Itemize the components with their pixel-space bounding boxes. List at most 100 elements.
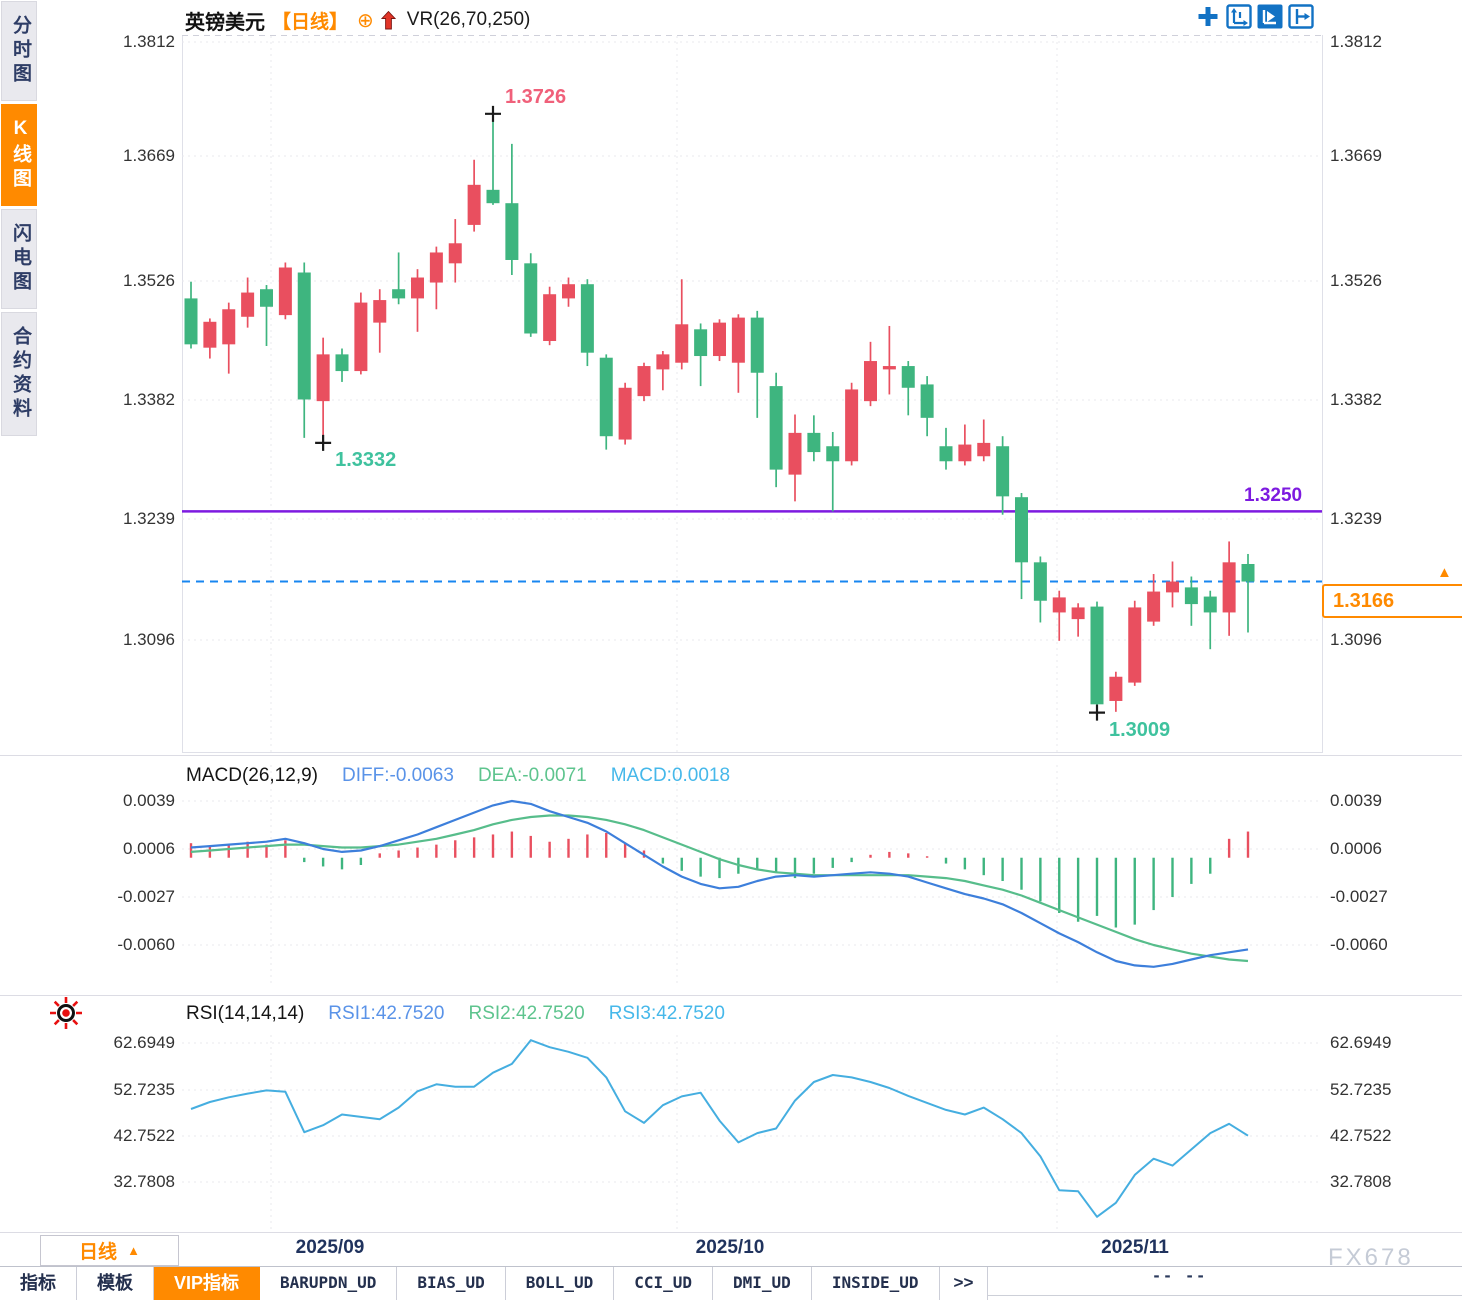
candle-body: [675, 324, 689, 363]
pan-cross-icon[interactable]: [1195, 4, 1221, 29]
extreme-price-label: 1.3332: [335, 448, 397, 471]
date-axis-label: 2025/10: [695, 1237, 765, 1258]
candle-body: [1090, 606, 1104, 705]
candle-body: [882, 366, 896, 370]
candle-body: [467, 184, 481, 225]
candle-body: [599, 357, 613, 437]
candle-body: [864, 361, 877, 402]
panel-separator: [0, 755, 1462, 756]
candle-body: [429, 252, 443, 283]
candle-body: [977, 442, 991, 457]
candle-body: [1203, 596, 1217, 613]
candle-body: [241, 292, 255, 317]
extreme-cross-marker: [485, 105, 501, 122]
fx678-watermark: FX678: [1328, 1244, 1414, 1271]
candle-body: [297, 272, 311, 400]
price-axis-label-left: 1.3382: [123, 390, 175, 409]
candle-body: [580, 284, 594, 353]
candle-body: [543, 294, 557, 341]
extreme-cross-marker: [1089, 704, 1105, 721]
candle-body: [826, 446, 840, 462]
indicator-tab-模板[interactable]: 模板: [77, 1267, 154, 1300]
macd-axis-label-left: -0.0027: [117, 887, 175, 906]
candle-body: [656, 354, 670, 370]
candle-body: [769, 386, 783, 470]
candle-body: [807, 432, 821, 453]
rsi2-value: RSI2:42.7520: [468, 1003, 585, 1024]
macd-diff-value: DIFF:-0.0063: [342, 765, 454, 786]
candle-body: [713, 322, 726, 357]
axis-range-icon[interactable]: [1226, 4, 1252, 29]
price-axis-label-right: 1.3669: [1330, 146, 1382, 165]
sidebar-tab-合约资料[interactable]: 合约资料: [1, 312, 37, 436]
candle-body: [222, 309, 236, 345]
period-label: 日线: [79, 1242, 118, 1263]
extreme-price-label: 1.3009: [1109, 718, 1171, 741]
macd-dea-line: [190, 814, 1249, 963]
symbol-title: 英镑美元: [185, 11, 265, 34]
candle-body: [958, 444, 972, 462]
sidebar-tab-K线图[interactable]: K线图: [1, 104, 37, 206]
date-axis-label: 2025/11: [1101, 1237, 1169, 1258]
candle-body: [750, 317, 764, 373]
chart-toolbar: [1195, 4, 1314, 29]
extreme-price-label: 1.3726: [505, 85, 567, 108]
vr-indicator-label: VR(26,70,250): [406, 9, 531, 30]
indicator-tab-BOLL_UD[interactable]: BOLL_UD: [506, 1267, 615, 1300]
candle-body: [1109, 676, 1123, 701]
sidebar-tab-闪电图[interactable]: 闪电图: [1, 209, 37, 309]
indicator-tab-CCI_UD[interactable]: CCI_UD: [614, 1267, 714, 1300]
candle-body: [486, 189, 500, 204]
panel-separator: [0, 1232, 1462, 1233]
support-line-label: 1.3250: [1244, 485, 1303, 507]
candle-body: [335, 354, 349, 372]
more-tabs-button[interactable]: >>: [940, 1267, 989, 1300]
axis-play-icon[interactable]: [1257, 4, 1283, 29]
candle-body: [694, 329, 708, 357]
macd-axis-label-left: 0.0006: [123, 839, 175, 858]
vr-up-arrow-icon: [380, 10, 396, 29]
candle-body: [939, 446, 953, 462]
indicator-tab-BIAS_UD[interactable]: BIAS_UD: [397, 1267, 506, 1300]
rsi-axis-label-left: 32.7808: [113, 1172, 175, 1191]
rsi-header: RSI(14,14,14) RSI1:42.7520 RSI2:42.7520 …: [186, 1003, 725, 1025]
price-axis-label-left: 1.3096: [123, 630, 175, 649]
indicator-tab-VIP指标[interactable]: VIP指标: [154, 1267, 261, 1300]
candle-body: [448, 243, 462, 264]
indicator-tab-指标[interactable]: 指标: [0, 1267, 77, 1300]
candle-body: [1015, 497, 1028, 563]
candle-body: [1128, 607, 1142, 683]
tabbar-empty-area: [988, 1267, 1462, 1296]
candle-body: [1052, 597, 1066, 613]
rsi-axis-label-left: 42.7522: [113, 1126, 175, 1145]
sidebar-tab-分时图[interactable]: 分时图: [1, 1, 37, 101]
indicator-tab-BARUPDN_UD[interactable]: BARUPDN_UD: [260, 1267, 398, 1300]
candle-body: [411, 277, 424, 299]
candle-body: [788, 432, 802, 475]
shift-axis-icon[interactable]: [1288, 4, 1314, 29]
rsi-params-label: RSI(14,14,14): [186, 1003, 305, 1024]
indicator-tab-DMI_UD[interactable]: DMI_UD: [713, 1267, 812, 1300]
rsi-axis-label-right: 32.7808: [1330, 1172, 1392, 1191]
circle-plus-icon[interactable]: ⊕: [357, 9, 374, 32]
macd-axis-label-right: -0.0027: [1330, 887, 1388, 906]
candle-body: [996, 446, 1010, 497]
extreme-cross-marker: [315, 434, 332, 451]
price-axis-label-left: 1.3239: [123, 509, 175, 528]
candle-body: [920, 384, 934, 418]
macd-axis-label-right: -0.0060: [1330, 935, 1388, 954]
current-price-tag: 1.3166: [1322, 584, 1462, 618]
live-sun-icon[interactable]: [42, 995, 90, 1036]
clipped-tab-marks: -- --: [1152, 1267, 1208, 1285]
period-tag: 【日线】: [272, 11, 349, 33]
candle-body: [184, 298, 198, 345]
period-selector-button[interactable]: 日线 ▲: [40, 1235, 179, 1266]
price-axis-label-right: 1.3526: [1330, 271, 1382, 290]
candle-body: [1166, 581, 1179, 593]
candle-body: [618, 387, 632, 440]
rsi3-value: RSI3:42.7520: [608, 1003, 725, 1024]
indicator-tab-INSIDE_UD[interactable]: INSIDE_UD: [812, 1267, 940, 1300]
price-axis-label-right: 1.3096: [1330, 630, 1382, 649]
